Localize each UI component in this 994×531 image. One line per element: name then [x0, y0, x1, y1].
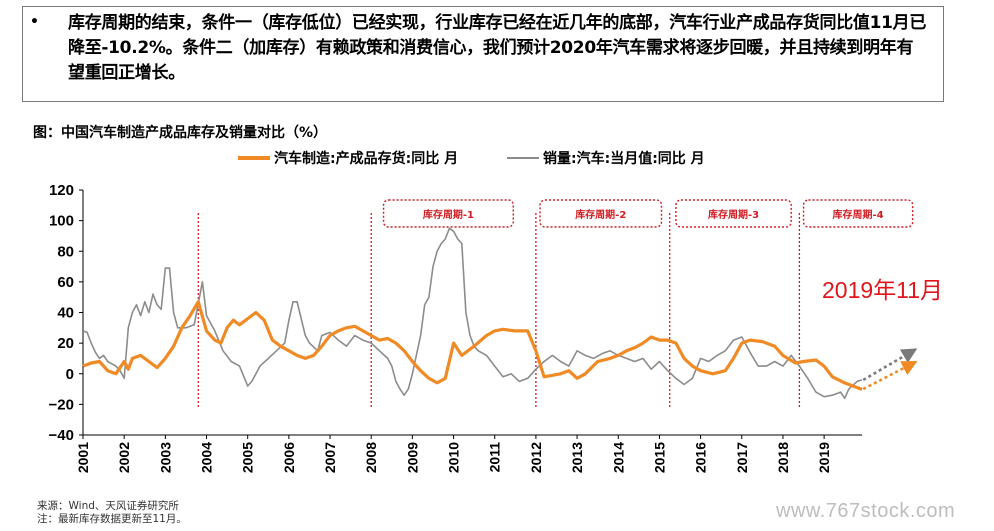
- y-tick-label: 100: [49, 213, 74, 230]
- x-tick-label: 2014: [610, 442, 626, 473]
- cycle-label: 库存周期-3: [708, 208, 759, 221]
- x-tick-label: 2009: [404, 442, 420, 473]
- y-tick-label: −20: [49, 396, 74, 413]
- y-tick-label: 40: [57, 305, 74, 322]
- note-line: 注：最新库存数据更新至11月。: [37, 513, 187, 525]
- y-tick-label: 60: [57, 274, 74, 291]
- date-annotation: 2019年11月: [822, 277, 944, 303]
- x-tick-label: 2012: [528, 442, 544, 473]
- forecast-arrow: [862, 360, 918, 391]
- legend-item-sales: 销量:汽车:当月值:同比 月: [507, 149, 705, 167]
- legend-swatch-inventory: [238, 156, 270, 160]
- x-tick-label: 2005: [240, 442, 256, 473]
- watermark: www.767stock.com: [776, 500, 956, 522]
- x-tick-label: 2017: [734, 442, 750, 473]
- x-tick-label: 2003: [157, 442, 173, 473]
- summary-box: [22, 6, 944, 102]
- legend-label-inventory: 汽车制造:产成品存货:同比 月: [274, 151, 459, 167]
- summary-text: 库存周期的结束，条件一（库存低位）已经实现，行业库存已经在近几年的底部，汽车行业…: [68, 13, 927, 83]
- x-tick-label: 2001: [75, 442, 91, 473]
- x-tick-label: 2006: [281, 442, 297, 473]
- source-line: 来源：Wind、天风证券研究所: [37, 500, 179, 512]
- x-tick-label: 2018: [775, 442, 791, 473]
- x-tick-label: 2013: [569, 442, 585, 473]
- x-tick-label: 2010: [446, 442, 462, 473]
- y-tick-label: 80: [57, 243, 74, 260]
- cycle-label: 库存周期-2: [575, 208, 626, 221]
- x-tick-label: 2004: [199, 442, 215, 473]
- legend-label-sales: 销量:汽车:当月值:同比 月: [543, 151, 705, 167]
- cycle-label: 库存周期-4: [833, 208, 884, 221]
- y-tick-label: 120: [49, 182, 74, 199]
- legend-swatch-sales: [507, 157, 539, 159]
- x-tick-label: 2011: [487, 442, 503, 473]
- forecast-arrow: [862, 348, 918, 381]
- x-tick-label: 2002: [116, 442, 132, 473]
- cycle-label-box: [802, 199, 914, 228]
- x-tick-label: 2008: [363, 442, 379, 473]
- y-tick-label: 0: [66, 366, 74, 383]
- y-tick-label: 20: [57, 335, 74, 352]
- summary-bullet: •: [30, 14, 39, 30]
- source-note: 来源：Wind、天风证券研究所 注：最新库存数据更新至11月。: [37, 500, 187, 526]
- x-tick-label: 2019: [816, 442, 832, 473]
- chart-title: 图：中国汽车制造产成品库存及销量对比（%）: [33, 125, 328, 141]
- x-tick-label: 2016: [693, 442, 709, 473]
- x-tick-label: 2015: [651, 442, 667, 473]
- series-line-sales: [82, 227, 863, 400]
- cycle-label-box: [675, 199, 792, 228]
- y-tick-label: −40: [49, 427, 74, 444]
- legend-item-inventory: 汽车制造:产成品存货:同比 月: [238, 149, 458, 167]
- x-tick-label: 2007: [322, 442, 338, 473]
- series-line-inventory: [82, 300, 863, 391]
- cycle-label: 库存周期-1: [423, 208, 474, 221]
